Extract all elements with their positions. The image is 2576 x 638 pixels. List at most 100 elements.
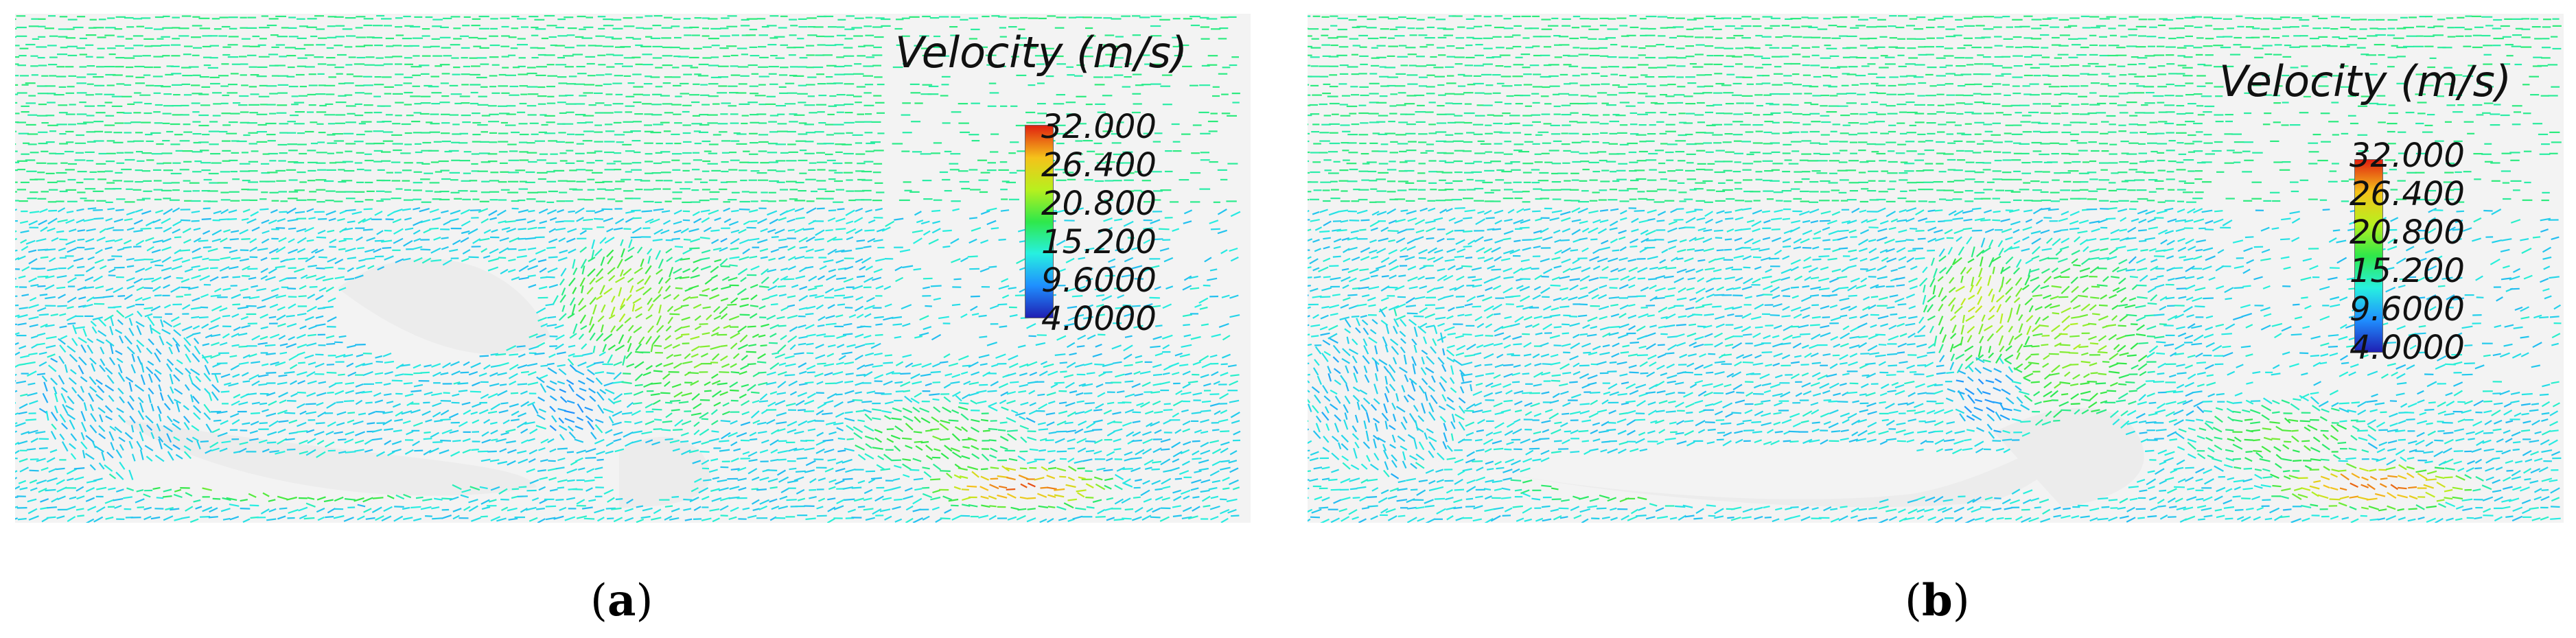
velocity-vector xyxy=(237,306,248,309)
velocity-vector xyxy=(806,342,814,346)
velocity-vector xyxy=(528,284,537,288)
velocity-vector xyxy=(376,230,384,235)
velocity-vector xyxy=(874,316,884,319)
velocity-vector xyxy=(662,373,671,380)
velocity-vector xyxy=(356,353,364,357)
velocity-vector xyxy=(748,344,757,347)
velocity-vector xyxy=(173,374,181,382)
velocity-vector xyxy=(156,423,161,432)
velocity-vector xyxy=(960,413,969,421)
velocity-vector xyxy=(1182,383,1191,389)
velocity-vector xyxy=(95,379,103,386)
velocity-vector xyxy=(290,364,298,370)
velocity-vector xyxy=(778,294,787,297)
velocity-vector xyxy=(203,373,211,382)
velocity-vector xyxy=(67,322,76,325)
velocity-vector xyxy=(691,440,701,445)
velocity-vector xyxy=(229,265,239,270)
velocity-vector xyxy=(305,255,315,263)
velocity-vector xyxy=(108,357,116,366)
velocity-vector xyxy=(586,287,594,295)
velocity-vector xyxy=(950,238,960,244)
velocity-vector xyxy=(307,380,317,385)
velocity-vector xyxy=(479,237,490,241)
velocity-vector xyxy=(86,338,94,344)
velocity-vector xyxy=(45,275,55,279)
velocity-vector xyxy=(70,433,78,441)
velocity-vector xyxy=(77,229,86,233)
velocity-vector xyxy=(150,432,155,440)
velocity-vector xyxy=(134,259,144,261)
velocity-vector xyxy=(767,228,776,233)
velocity-vector xyxy=(172,418,180,424)
velocity-vector xyxy=(338,248,346,251)
velocity-vector xyxy=(874,353,883,356)
velocity-vector xyxy=(623,268,632,276)
velocity-vector xyxy=(26,448,36,451)
velocity-vector xyxy=(618,334,625,344)
velocity-vector xyxy=(38,351,47,355)
velocity-vector xyxy=(463,409,472,415)
velocity-vector xyxy=(900,381,911,388)
velocity-vector xyxy=(693,303,702,309)
velocity-vector xyxy=(1150,391,1161,394)
velocity-vector xyxy=(1152,364,1162,368)
velocity-vector xyxy=(506,345,517,351)
velocity-vector xyxy=(1141,381,1151,387)
velocity-vector xyxy=(71,338,78,346)
velocity-vector xyxy=(1074,314,1084,318)
velocity-vector xyxy=(45,284,55,290)
velocity-vector xyxy=(498,257,507,259)
velocity-vector xyxy=(19,403,28,410)
velocity-vector xyxy=(402,257,411,261)
velocity-vector xyxy=(167,451,174,461)
velocity-vector xyxy=(318,256,327,259)
velocity-vector xyxy=(988,265,997,268)
velocity-vector xyxy=(825,315,835,320)
velocity-vector xyxy=(69,353,78,362)
velocity-vector xyxy=(699,294,708,297)
velocity-vector xyxy=(191,425,200,432)
velocity-vector xyxy=(228,382,239,387)
velocity-vector xyxy=(38,447,48,450)
velocity-vector xyxy=(139,449,144,460)
velocity-vector xyxy=(150,305,161,311)
velocity-vector xyxy=(1132,411,1141,414)
velocity-vector xyxy=(852,426,863,434)
velocity-vector xyxy=(711,239,719,244)
velocity-vector xyxy=(1229,399,1240,403)
velocity-vector xyxy=(147,360,154,366)
velocity-vector xyxy=(856,314,864,319)
velocity-vector xyxy=(277,306,286,311)
velocity-vector xyxy=(534,352,545,355)
velocity-vector xyxy=(392,403,402,408)
velocity-vector xyxy=(161,237,172,243)
velocity-vector xyxy=(70,368,77,375)
velocity-vector xyxy=(730,297,739,304)
velocity-vector xyxy=(336,411,347,416)
velocity-vector xyxy=(30,438,38,443)
velocity-vector xyxy=(613,372,622,380)
velocity-vector xyxy=(645,265,652,274)
velocity-vector xyxy=(118,414,126,423)
velocity-vector xyxy=(1008,362,1019,368)
velocity-vector xyxy=(589,296,597,305)
velocity-vector xyxy=(1211,448,1222,455)
velocity-vector xyxy=(229,355,237,358)
velocity-vector xyxy=(222,287,231,291)
velocity-vector xyxy=(605,388,615,394)
velocity-vector xyxy=(67,345,76,353)
velocity-vector xyxy=(584,406,593,412)
velocity-vector xyxy=(277,410,288,415)
velocity-vector xyxy=(580,324,588,331)
velocity-vector xyxy=(939,361,949,364)
velocity-vector xyxy=(220,209,229,215)
velocity-vector xyxy=(814,373,824,377)
velocity-vector xyxy=(711,373,719,379)
velocity-vector xyxy=(135,296,143,302)
velocity-vector xyxy=(299,325,307,330)
velocity-vector xyxy=(1200,410,1211,412)
velocity-vector xyxy=(1019,373,1028,377)
velocity-vector xyxy=(201,323,209,329)
velocity-vector xyxy=(681,420,692,425)
